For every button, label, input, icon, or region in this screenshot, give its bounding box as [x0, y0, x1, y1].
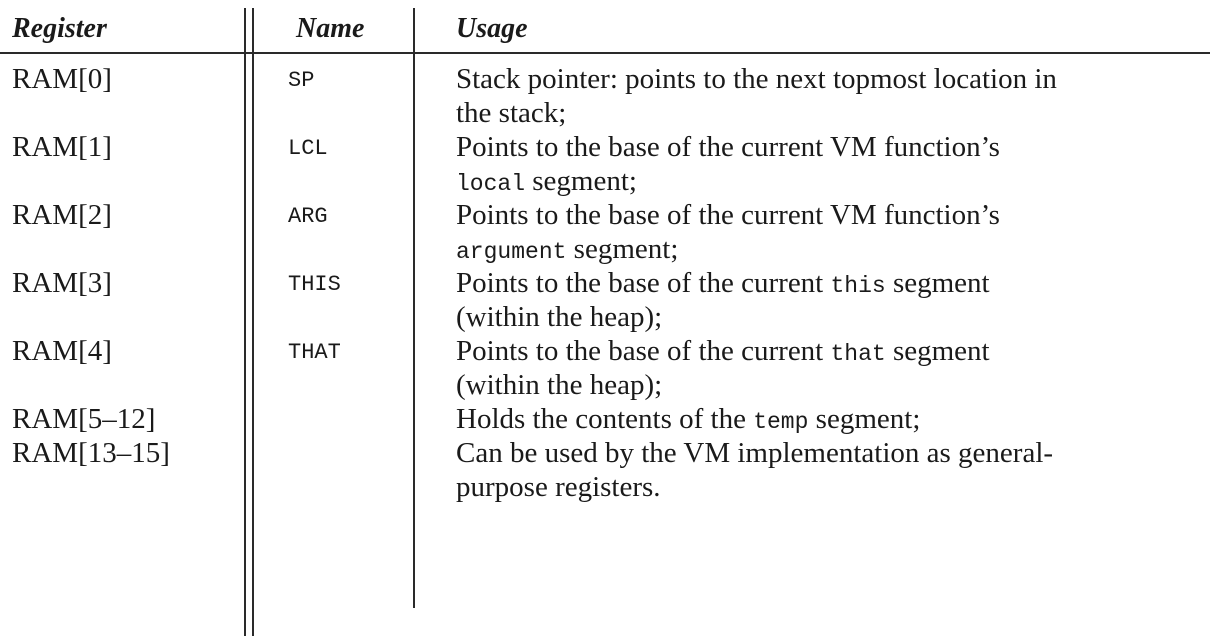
usage-text: purpose registers.: [456, 471, 661, 503]
usage-text: Stack pointer: points to the next topmos…: [456, 63, 1057, 95]
register-cell: RAM[3]: [12, 267, 112, 299]
column-divider-double-right: [252, 8, 254, 636]
usage-cell: Can be used by the VM implementation as …: [456, 436, 1206, 504]
column-divider-double-left: [244, 8, 246, 636]
usage-cell: Points to the base of the current that s…: [456, 334, 1206, 402]
usage-line: purpose registers.: [456, 470, 1206, 504]
name-cell: LCL: [288, 136, 328, 161]
usage-text: Holds the contents of the: [456, 403, 754, 435]
usage-code-term: this: [830, 273, 886, 299]
usage-text: Points to the base of the current: [456, 267, 831, 299]
usage-text: segment: [885, 335, 990, 367]
name-cell: THAT: [288, 340, 341, 365]
usage-cell: Holds the contents of the temp segment;: [456, 402, 1206, 436]
usage-line: Stack pointer: points to the next topmos…: [456, 62, 1206, 96]
register-cell: RAM[4]: [12, 335, 112, 367]
usage-line: Can be used by the VM implementation as …: [456, 436, 1206, 470]
name-cell: ARG: [288, 204, 328, 229]
usage-text: Points to the base of the current VM fun…: [456, 131, 1000, 163]
usage-text: (within the heap);: [456, 301, 663, 333]
usage-line: Points to the base of the current that s…: [456, 334, 1206, 368]
usage-line: (within the heap);: [456, 368, 1206, 402]
usage-code-term: that: [830, 341, 886, 367]
usage-cell: Points to the base of the current VM fun…: [456, 130, 1206, 198]
usage-cell: Points to the base of the current this s…: [456, 266, 1206, 334]
name-cell: THIS: [288, 272, 341, 297]
name-cell: SP: [288, 68, 315, 93]
usage-text: Points to the base of the current VM fun…: [456, 199, 1000, 231]
register-cell: RAM[1]: [12, 131, 112, 163]
usage-text: Points to the base of the current: [456, 335, 831, 367]
header-register: Register: [12, 13, 107, 44]
usage-cell: Stack pointer: points to the next topmos…: [456, 62, 1206, 130]
usage-code-term: local: [456, 171, 526, 197]
usage-code-term: argument: [456, 239, 567, 265]
register-cell: RAM[5–12]: [12, 403, 156, 435]
usage-text: segment;: [566, 233, 679, 265]
usage-text: segment: [885, 267, 990, 299]
usage-code-term: temp: [753, 409, 809, 435]
usage-line: Points to the base of the current VM fun…: [456, 198, 1206, 232]
header-name: Name: [296, 13, 365, 44]
usage-line: (within the heap);: [456, 300, 1206, 334]
usage-text: segment;: [808, 403, 921, 435]
register-cell: RAM[0]: [12, 63, 112, 95]
register-cell: RAM[2]: [12, 199, 112, 231]
usage-text: (within the heap);: [456, 369, 663, 401]
usage-line: Points to the base of the current VM fun…: [456, 130, 1206, 164]
usage-line: argument segment;: [456, 232, 1206, 266]
column-divider-single: [413, 8, 415, 608]
header-underline: [0, 52, 1210, 54]
usage-line: the stack;: [456, 96, 1206, 130]
usage-line: Points to the base of the current this s…: [456, 266, 1206, 300]
register-cell: RAM[13–15]: [12, 437, 170, 469]
usage-line: Holds the contents of the temp segment;: [456, 402, 1206, 436]
usage-text: the stack;: [456, 97, 567, 129]
usage-cell: Points to the base of the current VM fun…: [456, 198, 1206, 266]
usage-text: Can be used by the VM implementation as …: [456, 437, 1054, 469]
usage-text: segment;: [525, 165, 637, 197]
usage-line: local segment;: [456, 164, 1206, 198]
header-usage: Usage: [456, 13, 528, 44]
